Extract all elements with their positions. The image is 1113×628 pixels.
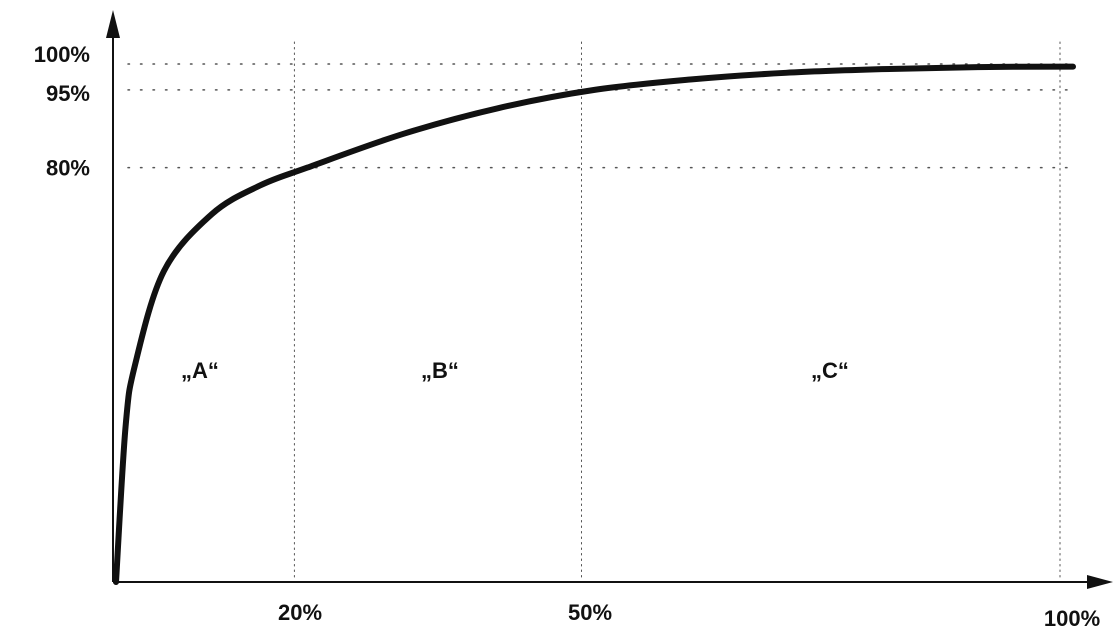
y-axis-arrow-icon bbox=[106, 10, 120, 38]
y-tick-label-100: 100% bbox=[34, 42, 90, 67]
region-labels: „A“ „B“ „C“ bbox=[181, 358, 849, 383]
region-label-a: „A“ bbox=[181, 358, 219, 383]
region-label-c: „C“ bbox=[811, 358, 849, 383]
axes bbox=[106, 10, 1113, 589]
y-tick-label-80: 80% bbox=[46, 156, 90, 181]
x-tick-label-20: 20% bbox=[278, 600, 322, 625]
y-tick-label-95: 95% bbox=[46, 81, 90, 106]
x-tick-labels: 20% 50% 100% bbox=[278, 600, 1100, 628]
series-line-0 bbox=[113, 63, 1076, 585]
y-tick-labels: 80% 95% 100% bbox=[34, 42, 90, 181]
x-axis-arrow-icon bbox=[1087, 575, 1113, 589]
x-tick-label-100: 100% bbox=[1044, 606, 1100, 628]
series-curve bbox=[113, 63, 1076, 585]
grid-lines bbox=[127, 41, 1076, 581]
region-label-b: „B“ bbox=[421, 358, 459, 383]
x-tick-label-50: 50% bbox=[568, 600, 612, 625]
